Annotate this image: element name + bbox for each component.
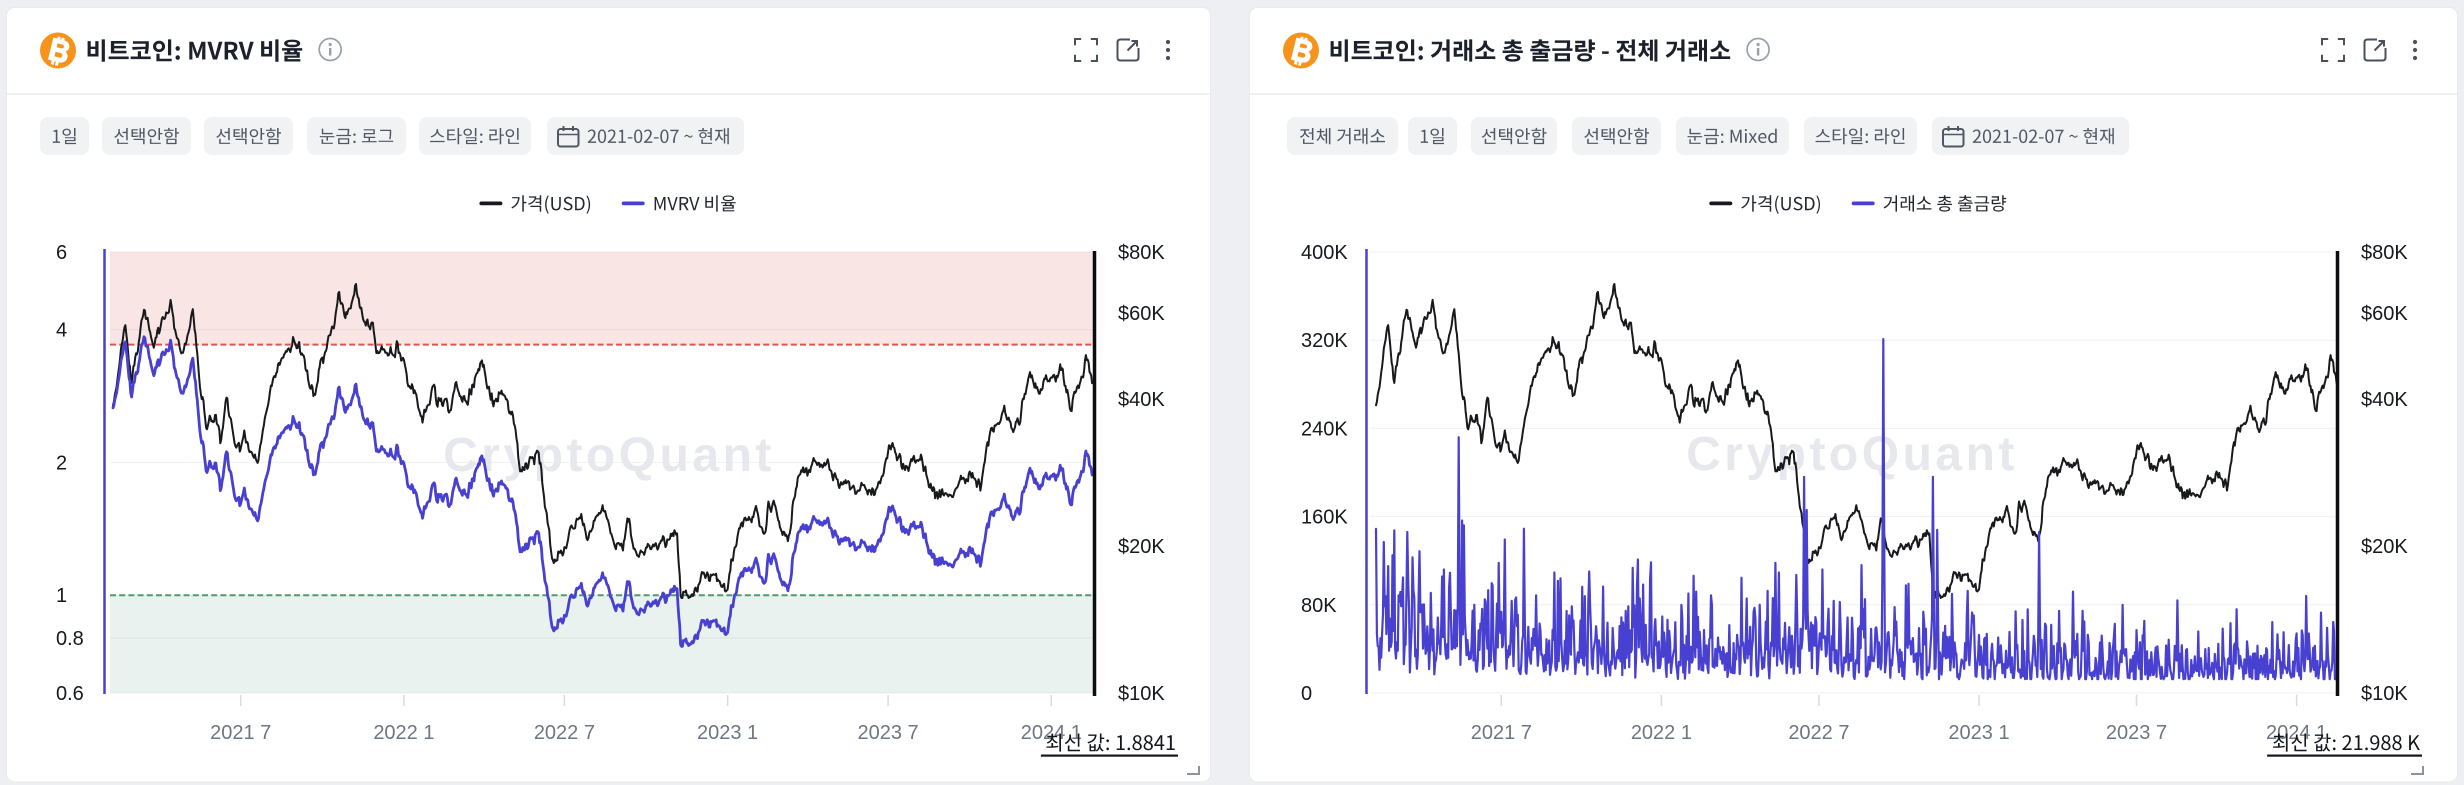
svg-text:2021 7: 2021 7 bbox=[210, 722, 271, 744]
svg-text:2024 1: 2024 1 bbox=[2266, 722, 2327, 744]
svg-text:CryptoQuant: CryptoQuant bbox=[443, 429, 775, 482]
svg-text:2021 7: 2021 7 bbox=[1471, 722, 1532, 744]
svg-text:0.6: 0.6 bbox=[56, 683, 84, 705]
svg-text:2: 2 bbox=[56, 452, 67, 474]
svg-text:1: 1 bbox=[56, 585, 67, 607]
svg-text:240K: 240K bbox=[1301, 418, 1348, 440]
svg-text:320K: 320K bbox=[1301, 330, 1348, 352]
svg-text:$60K: $60K bbox=[2361, 303, 2408, 325]
svg-text:2023 7: 2023 7 bbox=[2106, 722, 2167, 744]
svg-text:$80K: $80K bbox=[1118, 242, 1165, 264]
svg-text:$20K: $20K bbox=[1118, 536, 1165, 558]
svg-text:$80K: $80K bbox=[2361, 242, 2408, 264]
svg-text:$40K: $40K bbox=[2361, 389, 2408, 411]
svg-text:$10K: $10K bbox=[1118, 683, 1165, 705]
svg-text:400K: 400K bbox=[1301, 242, 1348, 264]
svg-text:$10K: $10K bbox=[2361, 683, 2408, 705]
svg-text:$60K: $60K bbox=[1118, 303, 1165, 325]
svg-text:2022 7: 2022 7 bbox=[1788, 722, 1849, 744]
svg-text:2024 1: 2024 1 bbox=[1021, 722, 1082, 744]
svg-text:0.8: 0.8 bbox=[56, 628, 84, 650]
svg-text:2023 7: 2023 7 bbox=[858, 722, 919, 744]
svg-text:$20K: $20K bbox=[2361, 536, 2408, 558]
svg-text:CryptoQuant: CryptoQuant bbox=[1686, 428, 2018, 481]
svg-text:2023 1: 2023 1 bbox=[697, 722, 758, 744]
svg-text:6: 6 bbox=[56, 242, 67, 264]
svg-text:4: 4 bbox=[56, 320, 67, 342]
svg-text:160K: 160K bbox=[1301, 507, 1348, 529]
svg-text:2023 1: 2023 1 bbox=[1948, 722, 2009, 744]
svg-text:$40K: $40K bbox=[1118, 389, 1165, 411]
svg-text:2022 7: 2022 7 bbox=[534, 722, 595, 744]
svg-text:2022 1: 2022 1 bbox=[373, 722, 434, 744]
svg-text:0: 0 bbox=[1301, 683, 1312, 705]
svg-text:2022 1: 2022 1 bbox=[1631, 722, 1692, 744]
svg-text:80K: 80K bbox=[1301, 595, 1337, 617]
